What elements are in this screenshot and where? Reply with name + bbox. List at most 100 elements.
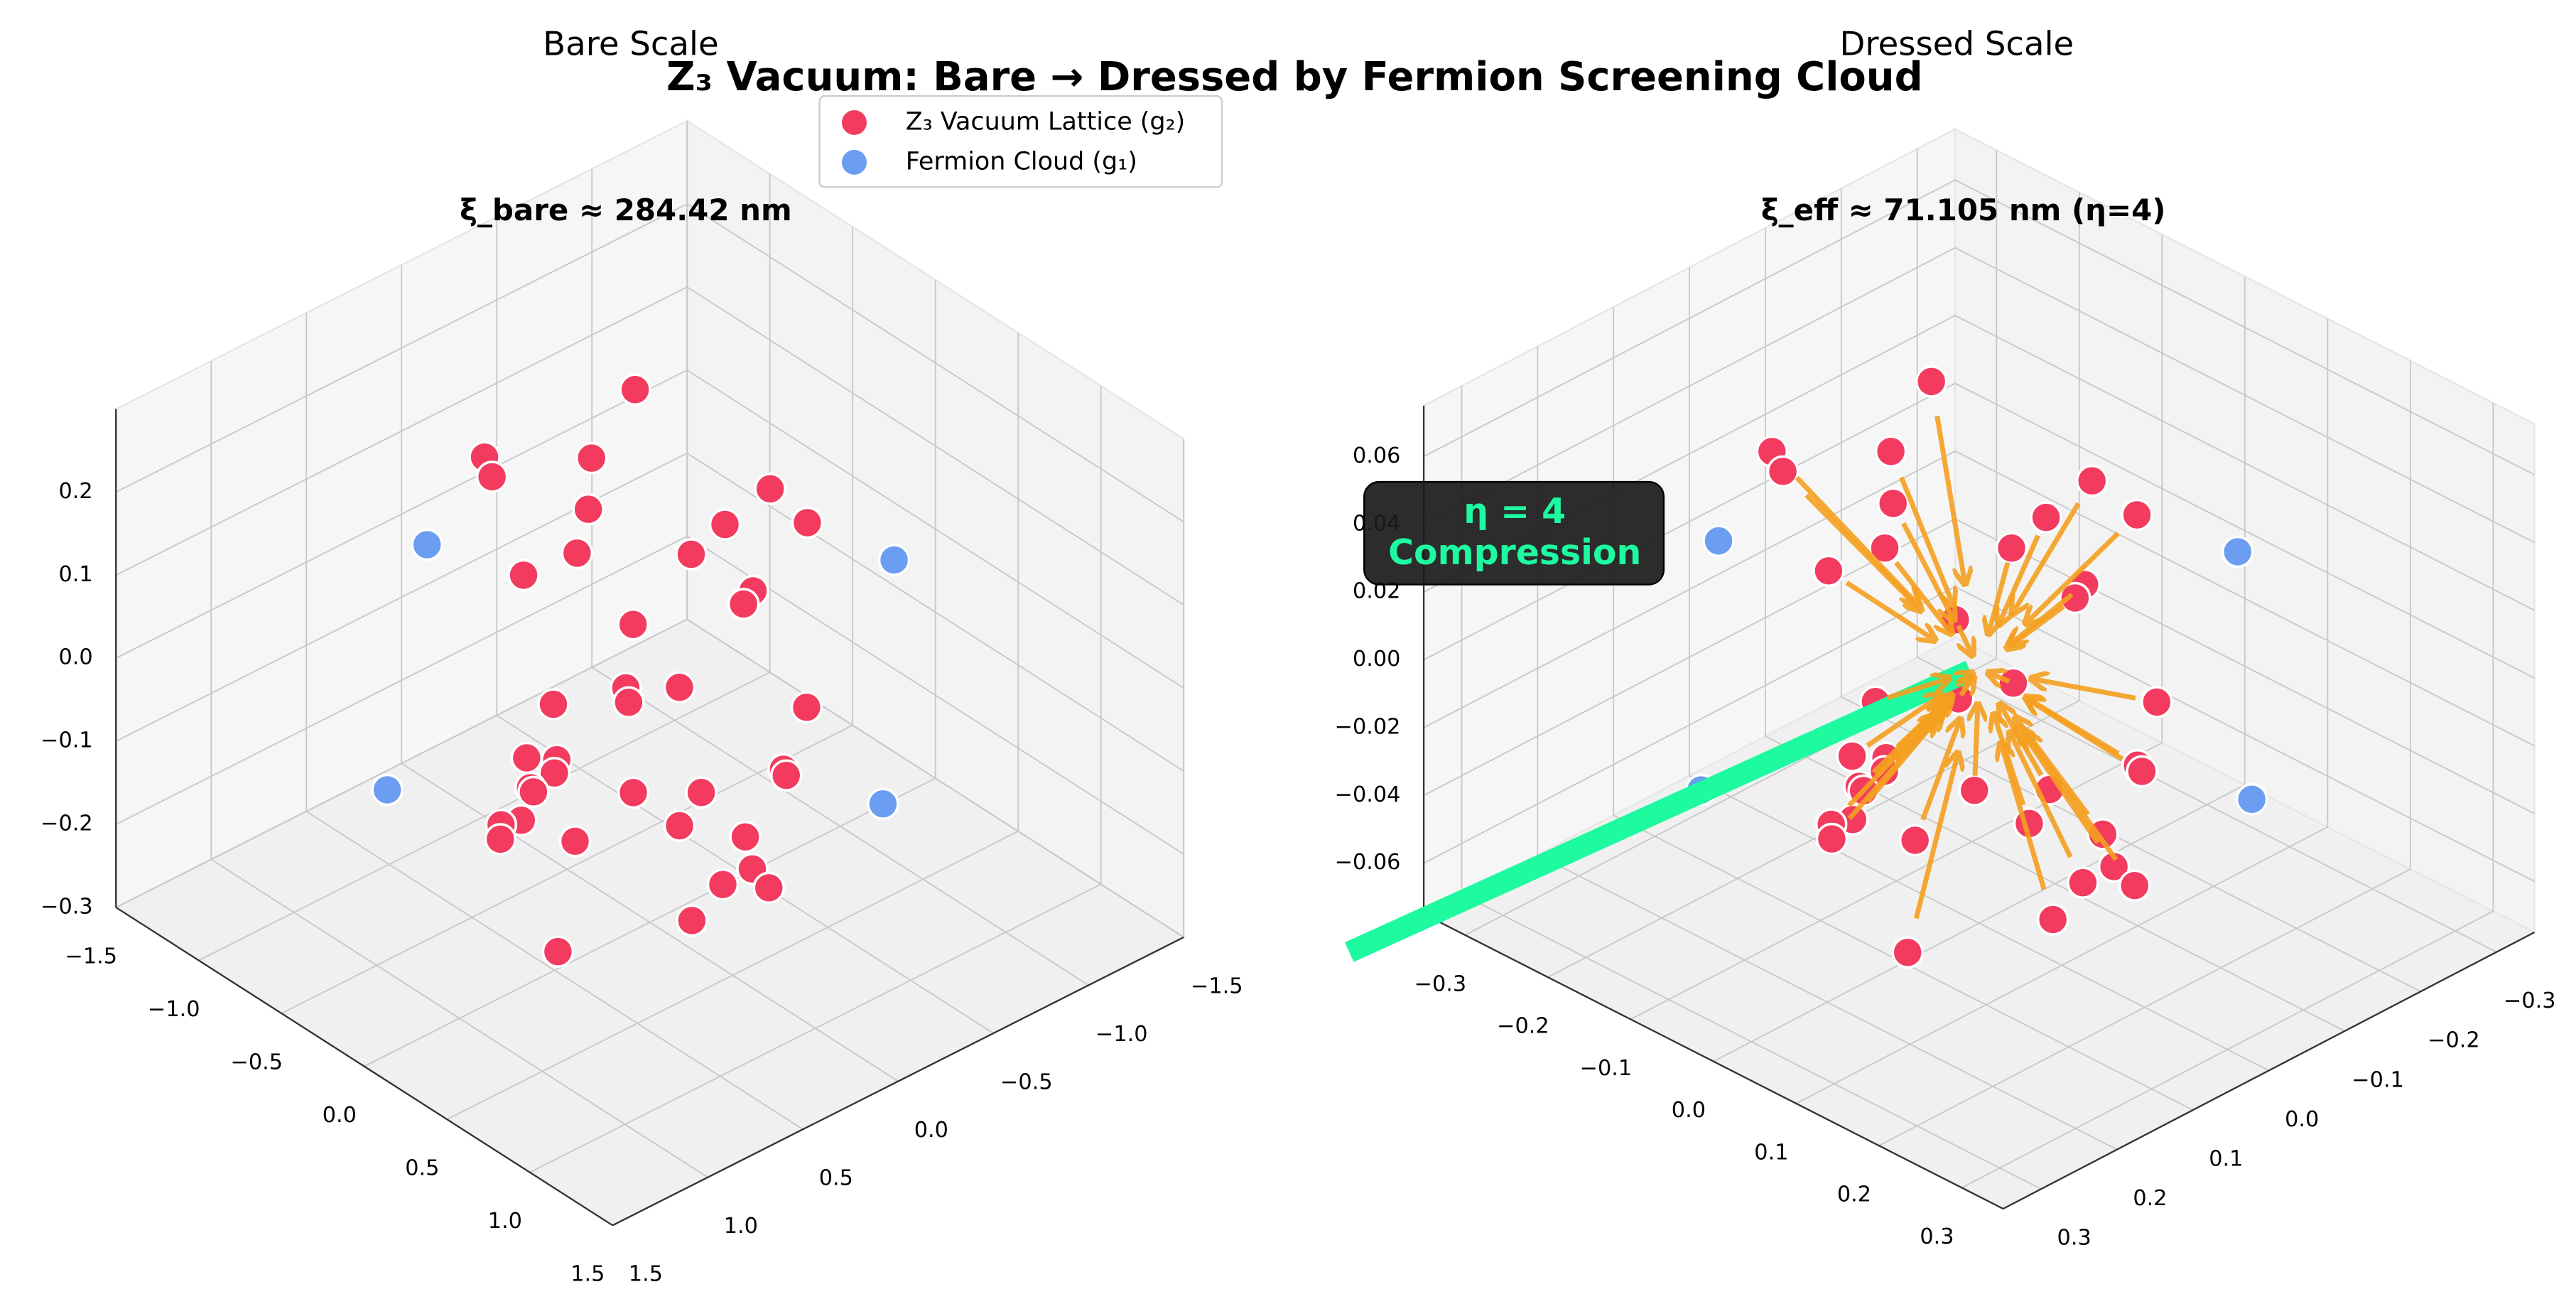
point: [1874, 435, 1907, 468]
tick-label: 0.3: [2057, 1226, 2091, 1251]
point: [1891, 936, 1924, 969]
grid-line: [1547, 192, 2080, 978]
legend-swatch: [840, 108, 869, 137]
legend: Z₃ Vacuum Lattice (g₂) Fermion Cloud (g₁…: [818, 95, 1223, 188]
annotation: η = 4 Compression: [1363, 480, 1665, 586]
point: [612, 686, 645, 719]
tick-label: 1.5: [570, 1262, 605, 1287]
arrow: [1913, 754, 1957, 920]
grid-line: [115, 535, 1184, 855]
point: [2126, 755, 2158, 788]
grid-line: [1840, 188, 2421, 993]
point: [729, 820, 762, 853]
arrow: [1999, 534, 2040, 624]
arrow: [1894, 561, 1951, 633]
tick-label: −0.3: [40, 894, 93, 919]
panel-title: Dressed Scale: [1840, 25, 2074, 63]
grid-line: [115, 369, 1184, 689]
panes: −1.5−1.0−0.50.00.51.01.5−1.5−1.0−0.50.00…: [40, 119, 2556, 1287]
tick-label: −0.3: [1414, 971, 1467, 996]
point: [619, 373, 651, 406]
point: [706, 868, 740, 901]
point: [575, 441, 608, 475]
point: [1877, 487, 1910, 520]
grid-line: [115, 203, 1184, 523]
tick-label: 1.0: [488, 1209, 522, 1234]
point: [510, 741, 543, 775]
grid-line: [1689, 267, 2270, 1072]
tick-label: −0.1: [2352, 1067, 2404, 1092]
point: [1868, 532, 1901, 564]
grid-line: [1878, 360, 2411, 1146]
grid-line: [1423, 247, 2536, 544]
grid-line: [1764, 227, 2345, 1032]
tick-label: 0.2: [2133, 1186, 2167, 1211]
point: [1815, 822, 1849, 856]
y-axis: [612, 936, 1184, 1227]
point: [727, 588, 760, 620]
tick-label: 0.3: [1920, 1224, 1954, 1249]
panel-subtitle: ξ_bare ≈ 284.42 nm: [460, 193, 792, 227]
grid-line: [115, 452, 1184, 772]
arrow: [2027, 531, 2120, 623]
arrow: [2026, 734, 2118, 861]
point: [663, 809, 696, 842]
tick-label: −0.1: [1580, 1056, 1633, 1081]
point: [572, 492, 605, 526]
arrow: [1920, 721, 1960, 821]
arrow: [1899, 476, 1953, 604]
point: [617, 608, 649, 641]
arrow: [2033, 679, 2136, 701]
point: [2059, 581, 2091, 615]
tick-label: −0.06: [1335, 850, 1401, 875]
point: [617, 776, 650, 809]
point: [675, 538, 708, 571]
arrow: [1795, 475, 1917, 603]
point: [2221, 535, 2254, 569]
point: [685, 776, 718, 809]
point: [1997, 667, 2030, 699]
grid-line: [115, 286, 1184, 606]
tick-label: −0.02: [1335, 714, 1401, 739]
arrow: [2008, 604, 2065, 647]
grid-line: [115, 618, 1184, 938]
tick-label: −0.2: [1497, 1014, 1549, 1039]
figure-title: Z₃ Vacuum: Bare → Dressed by Fermion Scr…: [666, 54, 1923, 100]
point: [371, 773, 404, 807]
point: [2235, 783, 2268, 816]
overlay: [1795, 415, 2136, 920]
tick-label: 0.2: [58, 479, 92, 504]
tick-label: 0.1: [1754, 1140, 1788, 1165]
arrow: [2028, 700, 2124, 762]
point: [1995, 532, 2028, 564]
annotation-text: η = 4: [1463, 491, 1566, 532]
tick-label: −0.3: [2504, 988, 2556, 1013]
legend-box: [818, 95, 1223, 188]
tick-label: −0.5: [1000, 1069, 1053, 1094]
point: [2118, 869, 2151, 902]
point: [537, 688, 570, 721]
arrow: [1804, 493, 1920, 610]
legend-label: Z₃ Vacuum Lattice (g₂): [906, 107, 1186, 136]
tick-label: 0.2: [1837, 1182, 1871, 1207]
panel-title: Bare Scale: [543, 25, 718, 63]
tick-label: −1.5: [1191, 974, 1243, 998]
point: [517, 775, 550, 809]
point: [484, 823, 517, 856]
tick-label: 1.0: [724, 1214, 758, 1239]
tick-label: 0.0: [58, 645, 92, 670]
tick-label: −1.0: [1095, 1022, 1148, 1047]
tick-label: −0.2: [40, 812, 93, 836]
point: [752, 871, 785, 905]
grid-line: [1630, 234, 2163, 1020]
arrow: [2011, 733, 2073, 858]
arrow: [1961, 678, 1973, 697]
arrow: [1934, 415, 1965, 583]
point: [877, 544, 911, 576]
tick-label: 1.5: [629, 1262, 663, 1287]
point: [475, 460, 509, 493]
annotation-text: Compression: [1388, 532, 1641, 573]
grid-line: [1464, 150, 1998, 936]
tick-label: 0.00: [1353, 647, 1400, 672]
tick-label: 0.0: [914, 1118, 948, 1143]
